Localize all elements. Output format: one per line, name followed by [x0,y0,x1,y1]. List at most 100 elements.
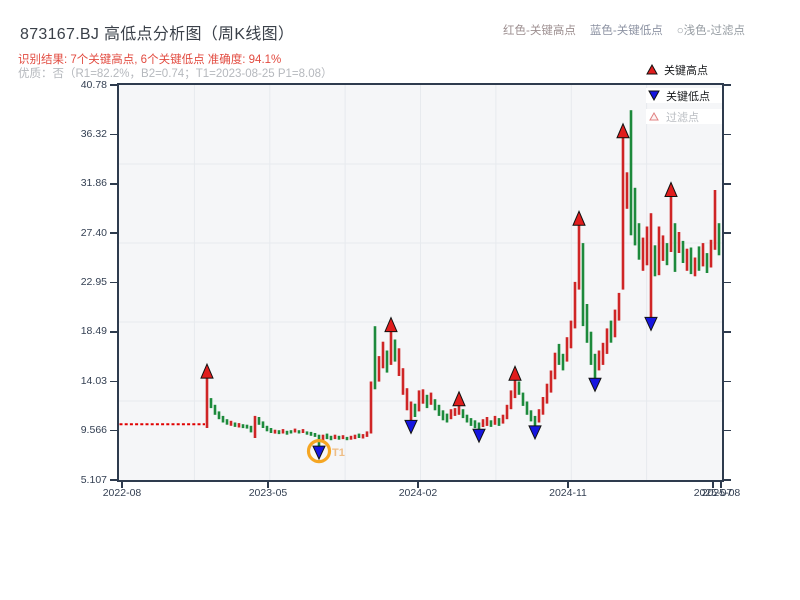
candle [277,430,281,435]
candle [305,431,309,435]
y-axis-tick-right [724,479,731,481]
y-axis-tick-left [110,133,117,136]
candle [625,172,629,209]
candle [513,379,517,399]
candle [437,404,441,416]
candle [413,403,417,417]
candle [565,337,569,362]
candle [529,410,533,422]
candle [453,408,457,416]
y-axis-tick-right [724,331,731,333]
candle [369,381,373,434]
key-high-marker [384,316,398,333]
y-axis-tick-right [724,84,731,86]
candle [593,353,597,380]
candle [701,243,705,267]
red-up-triangle-icon [646,64,658,75]
candle [673,223,677,272]
candle [657,226,661,276]
recognition-result-text: 识别结果: 7个关键高点, 6个关键低点 准确度: 94.1% [18,54,282,66]
candle [325,433,329,440]
candle [225,419,229,425]
candle [561,353,565,371]
candle [261,421,265,428]
y-axis-tick-right [724,281,731,284]
candle [497,418,501,426]
candle [217,411,221,420]
candle [605,328,609,354]
candle [289,430,293,434]
x-axis-tick [121,482,123,488]
candle [541,397,545,415]
candle [489,420,493,427]
candle [637,223,641,260]
candle [449,409,453,420]
candle [697,246,701,271]
candle [493,415,497,425]
highlight-ring [306,439,332,464]
candle [309,431,313,436]
candle [241,424,245,429]
candle [337,435,341,440]
y-axis-tick-left [110,84,117,86]
x-axis-label: 2022-08 [102,487,142,499]
color-key: 红色-关键高点 蓝色-关键低点 ○浅色-过滤点 [503,22,745,38]
legend-label: 关键高点 [664,64,708,77]
color-key-low-label: 蓝色-关键低点 [589,25,663,37]
x-axis-label: 2023-05 [248,487,288,499]
candle [429,392,433,405]
candle [249,425,253,433]
candle [373,326,377,390]
candle [461,409,465,419]
legend-item-filter: 过滤点 [646,109,722,124]
candle [545,383,549,404]
y-axis-label: 5.107 [80,473,107,486]
y-axis-tick-right [724,183,731,185]
candle [549,370,553,393]
candle [345,436,349,441]
candle [341,435,345,440]
candle [621,136,625,290]
candlestick-chart: T1 [119,85,722,480]
candle [677,232,681,253]
candle [653,245,657,277]
x-axis-tick [567,482,569,488]
y-axis-tick-left [110,281,117,284]
candle [597,350,601,371]
candle [349,435,353,440]
candle [645,226,649,266]
candle [693,257,697,277]
page-title: 873167.BJ 高低点分析图（周K线图） [20,26,295,43]
y-axis-tick-right [724,232,731,234]
candle [401,368,405,395]
candle [717,223,721,256]
candle [213,404,217,415]
candle [377,356,381,382]
candle [265,425,269,432]
candle [425,394,429,409]
candle [245,424,249,429]
candle [477,422,481,431]
y-axis-tick-left [110,331,117,333]
candle [233,422,237,427]
candle [629,110,633,236]
candlestick-plot-area[interactable]: T1 [117,83,724,482]
key-high-marker [452,390,466,407]
candle [329,435,333,441]
candle [285,430,289,435]
candle [617,292,621,321]
light-outline-triangle-icon [649,111,659,121]
candle [533,415,537,427]
candle [281,429,285,434]
candle [585,304,589,343]
candle [509,390,513,410]
x-axis-label: 2024-02 [398,487,438,499]
candle [365,431,369,437]
y-axis-label: 14.03 [80,374,107,387]
candle [669,195,673,252]
y-axis-label: 27.40 [80,226,107,239]
candle [573,281,577,329]
candle [293,428,297,433]
candle [589,331,593,365]
y-axis-label: 22.95 [80,276,107,288]
